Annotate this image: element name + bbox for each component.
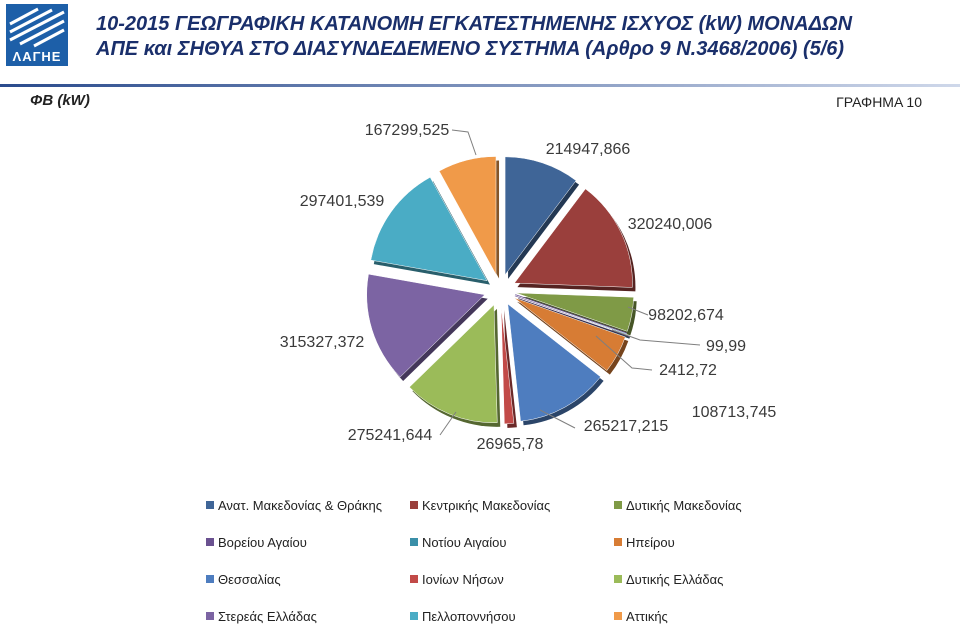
legend-item: Νοτίου Αιγαίου — [410, 535, 507, 550]
data-label: 2412,72 — [659, 362, 717, 379]
legend-swatch — [206, 612, 214, 620]
leader-line — [627, 306, 649, 316]
logo-text: ΛΑΓΗΕ — [12, 49, 62, 64]
legend-item: Βορείου Αγαίου — [206, 535, 307, 550]
data-label: 26965,78 — [477, 436, 544, 453]
legend-swatch — [206, 575, 214, 583]
legend-swatch — [614, 501, 622, 509]
data-label: 167299,525 — [365, 122, 450, 139]
legend-swatch — [410, 538, 418, 546]
legend-swatch — [614, 575, 622, 583]
legend-item: Στερεάς Ελλάδας — [206, 609, 317, 624]
data-label: 265217,215 — [584, 418, 669, 435]
header-divider — [0, 84, 960, 87]
pie-slice-3 — [515, 292, 634, 332]
legend-label: Ανατ. Μακεδονίας & Θράκης — [218, 498, 382, 513]
legend-item: Δυτικής Μακεδονίας — [614, 498, 742, 513]
leader-line — [451, 129, 477, 156]
legend-item: Ιονίων Νήσων — [410, 572, 504, 587]
data-label: 297401,539 — [300, 193, 385, 210]
legend-label: Νοτίου Αιγαίου — [422, 535, 507, 550]
leader-line — [439, 411, 457, 436]
pie-slice-9 — [409, 304, 498, 424]
legend-swatch — [206, 501, 214, 509]
legend-label: Ιονίων Νήσων — [422, 572, 504, 587]
legend-label: Πελλοποννήσου — [422, 609, 516, 624]
legend-item: Κεντρικής Μακεδονίας — [410, 498, 550, 513]
legend-label: Κεντρικής Μακεδονίας — [422, 498, 550, 513]
header: ΛΑΓΗΕ 10-2015 ΓΕΩΓΡΑΦΙΚΗ ΚΑΤΑΝΟΜΗ ΕΓΚΑΤΕ… — [0, 0, 960, 80]
pie-slices — [366, 156, 634, 425]
legend-label: Δυτικής Ελλάδας — [626, 572, 723, 587]
leader-line — [539, 409, 576, 429]
legend-swatch — [410, 575, 418, 583]
legend-label: Δυτικής Μακεδονίας — [626, 498, 742, 513]
legend-label: Στερεάς Ελλάδας — [218, 609, 317, 624]
legend-swatch — [410, 612, 418, 620]
pie-slice-1 — [504, 156, 577, 276]
legend-item: Θεσσαλίας — [206, 572, 281, 587]
title-line-2: ΑΠΕ και ΣΗΘΥΑ ΣΤΟ ΔΙΑΣΥΝΔΕΔΕΜΕΝΟ ΣΥΣΤΗΜΑ… — [96, 38, 845, 60]
legend-label: Θεσσαλίας — [218, 572, 281, 587]
data-label: 214947,866 — [546, 141, 631, 158]
data-label: 275241,644 — [348, 427, 433, 444]
leader-line — [595, 335, 653, 371]
data-label: 98202,674 — [648, 307, 724, 324]
pie-slice-11 — [370, 176, 488, 282]
lagie-logo: ΛΑΓΗΕ — [6, 4, 68, 66]
graph-number: ΓΡΑΦΗΜΑ 10 — [836, 94, 922, 110]
legend-item: Ηπείρου — [614, 535, 675, 550]
legend-item: Αττικής — [614, 609, 668, 624]
title-line-1: 10-2015 ΓΕΩΓΡΑΦΙΚΗ ΚΑΤΑΝΟΜΗ ΕΓΚΑΤΕΣΤΗΜΕΝ… — [96, 13, 853, 35]
legend-swatch — [206, 538, 214, 546]
pie-data-labels: 214947,866 320240,006 98202,674 99,99 2412,7… — [280, 122, 777, 453]
legend-item: Πελλοποννήσου — [410, 609, 516, 624]
legend-label: Αττικής — [626, 609, 668, 624]
pie-slice-2 — [513, 188, 633, 288]
pie-slice-7 — [507, 303, 601, 422]
legend-item: Δυτικής Ελλάδας — [614, 572, 723, 587]
data-label: 320240,006 — [628, 216, 713, 233]
legend-label: Ηπείρου — [626, 535, 675, 550]
chart-subtitle: ΦΒ (kW) — [30, 92, 90, 109]
logo-waves-icon — [9, 7, 65, 48]
legend-swatch — [614, 612, 622, 620]
chart-legend: Ανατ. Μακεδονίας & Θράκης Κεντρικής Μακεδ… — [206, 498, 742, 624]
data-label: 315327,372 — [280, 334, 365, 351]
data-label: 108713,745 — [692, 404, 777, 421]
legend-item: Ανατ. Μακεδονίας & Θράκης — [206, 498, 382, 513]
pie-slice-12 — [438, 156, 497, 275]
page-title: 10-2015 ΓΕΩΓΡΑΦΙΚΗ ΚΑΤΑΝΟΜΗ ΕΓΚΑΤΕΣΤΗΜΕΝ… — [96, 12, 936, 62]
legend-label: Βορείου Αγαίου — [218, 535, 307, 550]
pie-slice-10 — [366, 273, 486, 378]
leader-line — [611, 329, 701, 346]
pie-slice-8 — [500, 305, 515, 425]
data-label: 99,99 — [706, 338, 746, 355]
legend-swatch — [614, 538, 622, 546]
pie-slice-5 — [515, 295, 627, 335]
legend-swatch — [410, 501, 418, 509]
